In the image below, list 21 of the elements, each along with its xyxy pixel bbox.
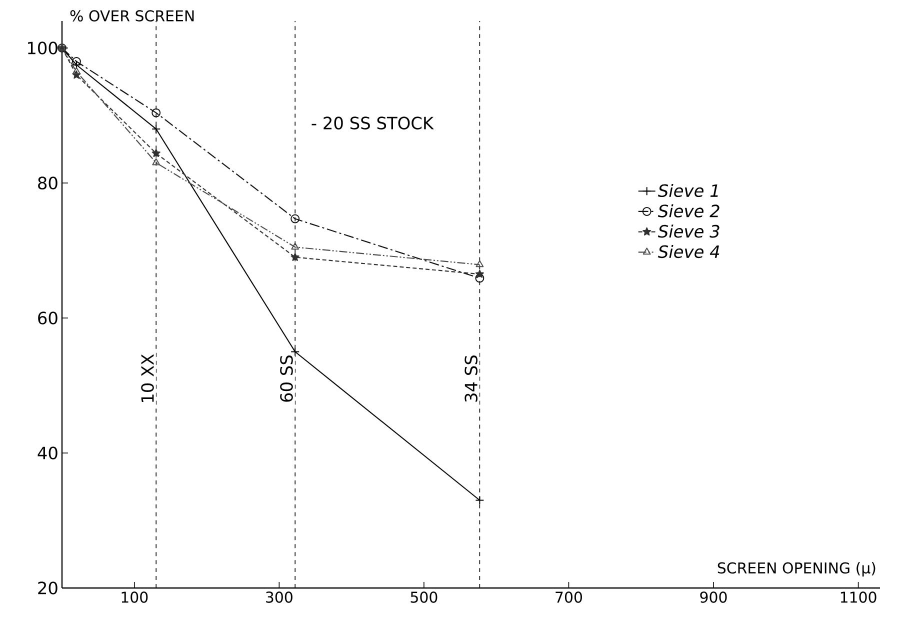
legend-label: Sieve 4 xyxy=(658,244,720,258)
y-tick-label: 60 xyxy=(38,312,58,324)
legend-label: Sieve 2 xyxy=(658,204,720,218)
x-tick-label: 700 xyxy=(556,592,582,603)
y-tick-label: 100 xyxy=(28,42,58,54)
y-axis-title: % OVER SCREEN xyxy=(70,10,194,22)
y-tick-label: 40 xyxy=(38,446,58,460)
ref-line-label: 60 SS xyxy=(280,355,293,402)
x-tick-label: 100 xyxy=(122,592,148,603)
x-tick-label: 500 xyxy=(410,592,438,603)
y-tick-label: 20 xyxy=(38,582,58,594)
legend-label: Sieve 1 xyxy=(658,184,718,198)
x-tick-label: 900 xyxy=(700,592,727,603)
ref-line-label: 10 XX xyxy=(141,354,154,402)
x-tick-label: 300 xyxy=(266,592,292,603)
x-axis-title: SCREEN OPENING (µ) xyxy=(718,562,876,576)
annotation: - 20 SS STOCK xyxy=(312,116,434,130)
legend-label: Sieve 3 xyxy=(658,224,720,238)
ref-line-label: 34 SS xyxy=(464,355,478,402)
y-tick-label: 80 xyxy=(38,176,58,190)
x-tick-label: 1100 xyxy=(840,592,876,603)
